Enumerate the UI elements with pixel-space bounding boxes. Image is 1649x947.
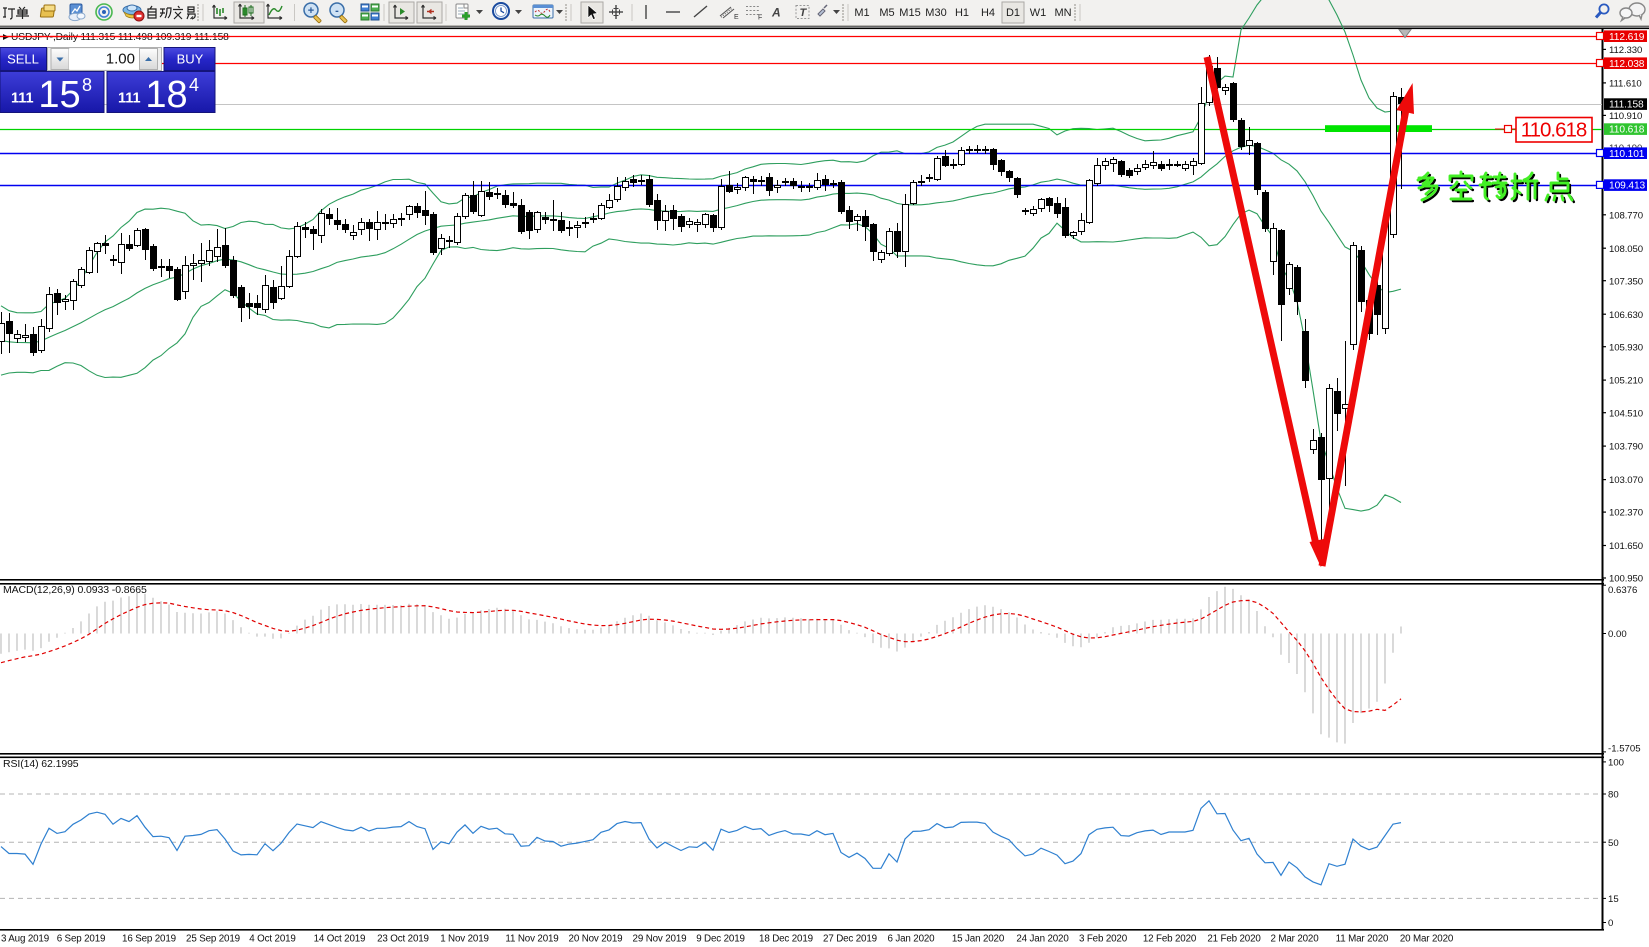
svg-text:105.210: 105.210 <box>1609 376 1643 387</box>
svg-text:104.510: 104.510 <box>1609 408 1643 419</box>
svg-text:M15: M15 <box>899 7 920 19</box>
svg-text:80: 80 <box>1608 790 1619 801</box>
svg-text:112.619: 112.619 <box>1609 32 1645 43</box>
svg-text:15: 15 <box>38 74 80 116</box>
svg-text:27 Dec 2019: 27 Dec 2019 <box>823 934 877 945</box>
svg-text:108.050: 108.050 <box>1609 244 1643 255</box>
svg-text:15: 15 <box>1608 894 1619 905</box>
svg-text:111.158: 111.158 <box>1609 100 1644 111</box>
svg-text:112.038: 112.038 <box>1609 59 1645 70</box>
svg-text:110.618: 110.618 <box>1609 125 1645 136</box>
svg-text:20 Mar 2020: 20 Mar 2020 <box>1400 934 1454 945</box>
svg-text:100.950: 100.950 <box>1609 574 1643 585</box>
svg-text:MACD(12,26,9) 0.0933 -0.8665: MACD(12,26,9) 0.0933 -0.8665 <box>3 584 147 596</box>
svg-text:E: E <box>734 14 739 21</box>
svg-text:1.00: 1.00 <box>106 51 135 68</box>
svg-text:111.610: 111.610 <box>1609 79 1642 90</box>
svg-text:4: 4 <box>189 75 199 95</box>
svg-text:109.413: 109.413 <box>1609 181 1646 192</box>
svg-text:A: A <box>771 6 781 20</box>
svg-text:6 Sep 2019: 6 Sep 2019 <box>57 934 106 945</box>
svg-text:11 Nov 2019: 11 Nov 2019 <box>505 934 558 945</box>
svg-text:103.070: 103.070 <box>1609 475 1643 486</box>
svg-text:3 Aug 2019: 3 Aug 2019 <box>1 934 49 945</box>
svg-text:112.330: 112.330 <box>1609 45 1642 56</box>
svg-text:M30: M30 <box>925 7 946 19</box>
svg-text:9 Dec 2019: 9 Dec 2019 <box>696 934 745 945</box>
svg-text:+: + <box>308 5 314 17</box>
svg-text:111: 111 <box>118 91 141 107</box>
svg-text:-: - <box>335 5 339 17</box>
svg-text:15 Jan 2020: 15 Jan 2020 <box>952 934 1005 945</box>
svg-text:24 Jan 2020: 24 Jan 2020 <box>1016 934 1069 945</box>
svg-text:101.650: 101.650 <box>1609 541 1643 552</box>
svg-text:USDJPY-,Daily 111.315 111.498: USDJPY-,Daily 111.315 111.498 109.319 11… <box>11 32 229 43</box>
svg-text:16 Sep 2019: 16 Sep 2019 <box>122 934 176 945</box>
svg-text:D1: D1 <box>1006 7 1020 19</box>
svg-text:21 Feb 2020: 21 Feb 2020 <box>1207 934 1261 945</box>
svg-text:103.790: 103.790 <box>1609 442 1643 453</box>
svg-text:106.630: 106.630 <box>1609 310 1643 321</box>
svg-text:MN: MN <box>1054 7 1071 19</box>
svg-text:BUY: BUY <box>177 52 204 67</box>
svg-text:8: 8 <box>82 75 92 95</box>
svg-text:1 Nov 2019: 1 Nov 2019 <box>440 934 489 945</box>
svg-text:110.910: 110.910 <box>1609 111 1642 122</box>
svg-text:50: 50 <box>1608 838 1619 849</box>
svg-text:-1.5705: -1.5705 <box>1608 744 1641 755</box>
svg-text:0.6376: 0.6376 <box>1608 585 1637 596</box>
svg-text:105.930: 105.930 <box>1609 342 1643 353</box>
svg-text:W1: W1 <box>1030 7 1047 19</box>
svg-text:18: 18 <box>145 74 187 116</box>
svg-text:0.00: 0.00 <box>1608 629 1627 640</box>
svg-text:102.370: 102.370 <box>1609 508 1643 519</box>
svg-text:H4: H4 <box>981 7 995 19</box>
svg-text:H1: H1 <box>955 7 969 19</box>
svg-text:12 Feb 2020: 12 Feb 2020 <box>1143 934 1197 945</box>
svg-text:6 Jan 2020: 6 Jan 2020 <box>888 934 936 945</box>
svg-text:18 Dec 2019: 18 Dec 2019 <box>759 934 813 945</box>
svg-text:11 Mar 2020: 11 Mar 2020 <box>1336 934 1389 945</box>
svg-text:RSI(14) 62.1995: RSI(14) 62.1995 <box>3 758 79 770</box>
svg-text:23 Oct 2019: 23 Oct 2019 <box>377 934 429 945</box>
svg-text:M1: M1 <box>854 7 869 19</box>
svg-text:29 Nov 2019: 29 Nov 2019 <box>633 934 687 945</box>
svg-text:T: T <box>800 7 808 19</box>
svg-text:M5: M5 <box>879 7 894 19</box>
svg-text:25 Sep 2019: 25 Sep 2019 <box>186 934 240 945</box>
svg-text:F: F <box>758 15 762 22</box>
svg-text:107.350: 107.350 <box>1609 276 1643 287</box>
svg-text:100: 100 <box>1608 758 1624 769</box>
svg-text:4 Oct 2019: 4 Oct 2019 <box>249 934 295 945</box>
svg-text:3 Feb 2020: 3 Feb 2020 <box>1079 934 1128 945</box>
svg-text:110.618: 110.618 <box>1521 119 1587 142</box>
svg-text:0: 0 <box>1608 918 1613 929</box>
svg-text:111: 111 <box>11 91 34 107</box>
svg-text:SELL: SELL <box>7 52 39 67</box>
svg-text:2 Mar 2020: 2 Mar 2020 <box>1270 934 1319 945</box>
svg-text:108.770: 108.770 <box>1609 210 1643 221</box>
svg-text:14 Oct 2019: 14 Oct 2019 <box>314 934 366 945</box>
svg-text:110.101: 110.101 <box>1609 149 1645 160</box>
svg-text:20 Nov 2019: 20 Nov 2019 <box>569 934 623 945</box>
